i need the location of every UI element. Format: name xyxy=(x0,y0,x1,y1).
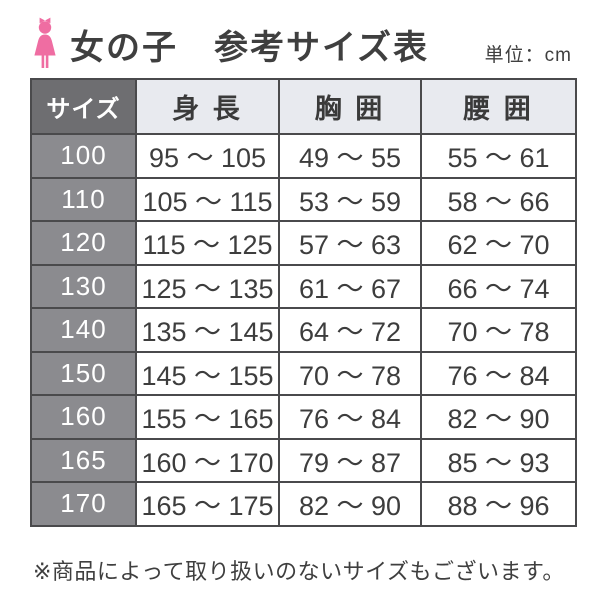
unit-label: 単位：cm xyxy=(484,45,572,66)
size-cell: 165 xyxy=(30,437,137,483)
chest-cell: 53 ～ 59 xyxy=(278,176,422,222)
page-header: 女の子 参考サイズ表 単位：cm xyxy=(30,10,578,76)
height-cell: 135 ～ 145 xyxy=(135,307,280,353)
table-row: 140 135 ～ 145 64 ～ 72 70 ～ 78 xyxy=(30,307,577,353)
size-cell: 140 xyxy=(30,307,137,353)
table-row: 120 115 ～ 125 57 ～ 63 62 ～ 70 xyxy=(30,220,577,266)
waist-cell: 70 ～ 78 xyxy=(420,307,577,353)
height-cell: 105 ～ 115 xyxy=(135,176,280,222)
column-header-2: 胸 囲 xyxy=(278,78,422,135)
column-header-1: 身 長 xyxy=(135,78,280,135)
size-cell: 170 xyxy=(30,481,137,527)
chest-cell: 76 ～ 84 xyxy=(278,394,422,440)
height-cell: 115 ～ 125 xyxy=(135,220,280,266)
size-cell: 100 xyxy=(30,133,137,179)
chest-cell: 79 ～ 87 xyxy=(278,437,422,483)
table-body: 100 95 ～ 105 49 ～ 55 55 ～ 61 110 105 ～ 115 53 … xyxy=(30,133,577,527)
table-row: 100 95 ～ 105 49 ～ 55 55 ～ 61 xyxy=(30,133,577,179)
footnote: ※商品によって取り扱いのないサイズもございます。 xyxy=(33,559,565,584)
size-cell: 120 xyxy=(30,220,137,266)
column-header-3: 腰 囲 xyxy=(420,78,577,135)
size-cell: 160 xyxy=(30,394,137,440)
chest-cell: 70 ～ 78 xyxy=(278,350,422,396)
waist-cell: 62 ～ 70 xyxy=(420,220,577,266)
height-cell: 145 ～ 155 xyxy=(135,350,280,396)
height-cell: 165 ～ 175 xyxy=(135,481,280,527)
table-header-row: サイズ身 長胸 囲腰 囲 xyxy=(30,78,577,135)
chest-cell: 49 ～ 55 xyxy=(278,133,422,179)
height-cell: 160 ～ 170 xyxy=(135,437,280,483)
table-row: 110 105 ～ 115 53 ～ 59 58 ～ 66 xyxy=(30,176,577,222)
table-row: 130 125 ～ 135 61 ～ 67 66 ～ 74 xyxy=(30,263,577,309)
waist-cell: 58 ～ 66 xyxy=(420,176,577,222)
column-header-0: サイズ xyxy=(30,78,137,135)
waist-cell: 88 ～ 96 xyxy=(420,481,577,527)
chest-cell: 57 ～ 63 xyxy=(278,220,422,266)
table-row: 165 160 ～ 170 79 ～ 87 85 ～ 93 xyxy=(30,437,577,483)
table-row: 150 145 ～ 155 70 ～ 78 76 ～ 84 xyxy=(30,350,577,396)
height-cell: 155 ～ 165 xyxy=(135,394,280,440)
table-row: 160 155 ～ 165 76 ～ 84 82 ～ 90 xyxy=(30,394,577,440)
waist-cell: 66 ～ 74 xyxy=(420,263,577,309)
size-cell: 110 xyxy=(30,176,137,222)
waist-cell: 55 ～ 61 xyxy=(420,133,577,179)
height-cell: 125 ～ 135 xyxy=(135,263,280,309)
size-cell: 150 xyxy=(30,350,137,396)
chest-cell: 61 ～ 67 xyxy=(278,263,422,309)
height-cell: 95 ～ 105 xyxy=(135,133,280,179)
size-cell: 130 xyxy=(30,263,137,309)
page-title: 女の子 参考サイズ表 xyxy=(70,29,429,67)
chest-cell: 82 ～ 90 xyxy=(278,481,422,527)
girl-icon xyxy=(34,17,56,68)
size-table: サイズ身 長胸 囲腰 囲 100 95 ～ 105 49 ～ 55 55 ～ 61 11… xyxy=(30,78,577,527)
waist-cell: 85 ～ 93 xyxy=(420,437,577,483)
chest-cell: 64 ～ 72 xyxy=(278,307,422,353)
waist-cell: 82 ～ 90 xyxy=(420,394,577,440)
table-row: 170 165 ～ 175 82 ～ 90 88 ～ 96 xyxy=(30,481,577,527)
waist-cell: 76 ～ 84 xyxy=(420,350,577,396)
